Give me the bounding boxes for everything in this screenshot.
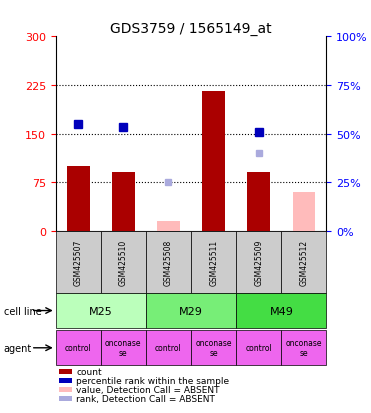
Bar xyxy=(67,166,89,231)
Bar xyxy=(157,221,180,231)
Bar xyxy=(146,293,236,328)
Bar xyxy=(56,330,101,366)
Bar xyxy=(146,231,191,293)
Title: GDS3759 / 1565149_at: GDS3759 / 1565149_at xyxy=(110,22,272,36)
Text: GSM425511: GSM425511 xyxy=(209,239,218,285)
Text: onconase
se: onconase se xyxy=(105,338,142,358)
Bar xyxy=(247,173,270,231)
Text: onconase
se: onconase se xyxy=(286,338,322,358)
Text: M25: M25 xyxy=(89,306,113,316)
Text: control: control xyxy=(155,344,182,352)
Text: M29: M29 xyxy=(179,306,203,316)
Text: value, Detection Call = ABSENT: value, Detection Call = ABSENT xyxy=(76,385,220,394)
Bar xyxy=(236,330,281,366)
Bar xyxy=(202,92,225,231)
Bar xyxy=(191,231,236,293)
Text: GSM425507: GSM425507 xyxy=(74,239,83,285)
Bar xyxy=(236,293,326,328)
Text: GSM425509: GSM425509 xyxy=(254,239,263,285)
Bar xyxy=(146,330,191,366)
Bar xyxy=(236,231,281,293)
Text: percentile rank within the sample: percentile rank within the sample xyxy=(76,376,229,385)
Text: count: count xyxy=(76,367,102,376)
Bar xyxy=(101,330,146,366)
Bar xyxy=(56,231,101,293)
Text: onconase
se: onconase se xyxy=(196,338,232,358)
Text: agent: agent xyxy=(4,343,32,353)
Bar xyxy=(56,293,146,328)
Text: GSM425512: GSM425512 xyxy=(299,239,308,285)
Text: M49: M49 xyxy=(269,306,293,316)
Bar xyxy=(281,330,326,366)
Text: cell line: cell line xyxy=(4,306,42,316)
Text: control: control xyxy=(245,344,272,352)
Bar xyxy=(112,173,135,231)
Bar xyxy=(101,231,146,293)
Text: GSM425510: GSM425510 xyxy=(119,239,128,285)
Bar xyxy=(191,330,236,366)
Bar xyxy=(281,231,326,293)
Bar xyxy=(293,192,315,231)
Text: GSM425508: GSM425508 xyxy=(164,239,173,285)
Text: rank, Detection Call = ABSENT: rank, Detection Call = ABSENT xyxy=(76,394,215,403)
Text: control: control xyxy=(65,344,92,352)
